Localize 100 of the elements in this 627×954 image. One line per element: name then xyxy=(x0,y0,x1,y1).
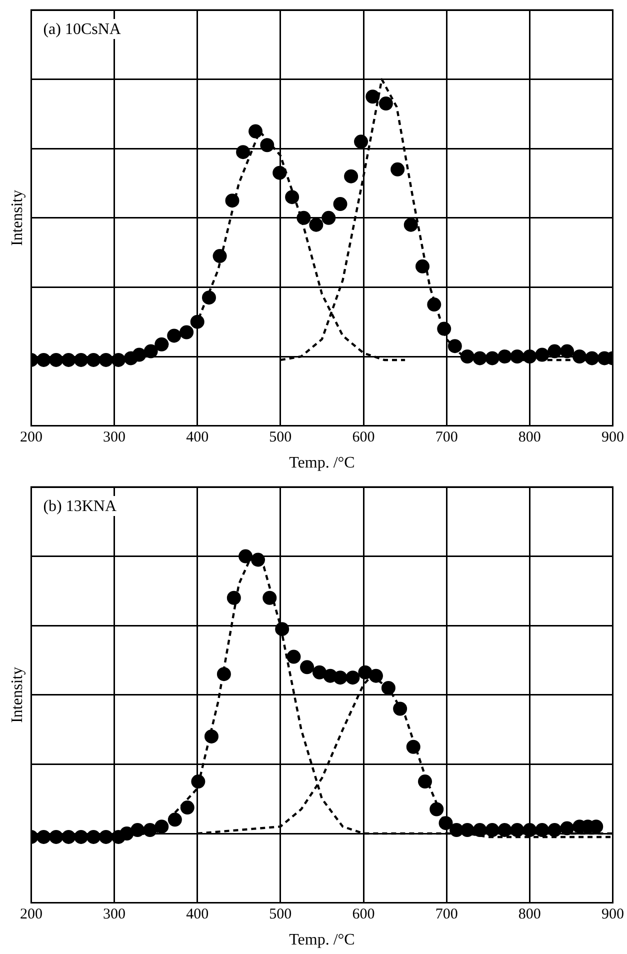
point xyxy=(300,660,314,674)
point xyxy=(143,823,158,838)
point xyxy=(191,774,206,789)
point xyxy=(312,665,326,680)
point xyxy=(202,290,216,305)
point xyxy=(333,197,348,212)
point xyxy=(390,162,405,176)
point xyxy=(430,802,444,816)
point xyxy=(285,190,300,204)
point xyxy=(358,665,372,680)
x-tick-label: 800 xyxy=(518,906,541,923)
point xyxy=(438,816,453,830)
x-tick-label: 700 xyxy=(435,906,458,923)
point xyxy=(86,352,101,367)
point xyxy=(275,622,290,636)
point xyxy=(204,729,218,744)
point xyxy=(144,344,158,358)
point xyxy=(309,218,324,232)
point xyxy=(154,820,169,834)
point xyxy=(366,90,380,104)
x-axis-title: Temp. /°C xyxy=(289,454,355,472)
point xyxy=(378,96,393,111)
point xyxy=(130,823,145,838)
point xyxy=(472,823,487,838)
point xyxy=(560,344,574,358)
point xyxy=(393,702,408,716)
x-tick-label: 600 xyxy=(352,430,375,446)
point xyxy=(333,670,348,685)
point xyxy=(260,138,274,152)
point xyxy=(238,549,253,564)
point xyxy=(225,194,240,208)
point xyxy=(262,590,277,605)
point xyxy=(368,668,383,683)
point xyxy=(98,352,113,367)
point xyxy=(62,830,76,844)
point xyxy=(572,350,587,364)
point xyxy=(190,314,204,329)
point xyxy=(272,166,287,180)
point xyxy=(510,350,524,364)
point xyxy=(354,134,368,149)
point xyxy=(418,774,432,789)
point xyxy=(522,350,537,364)
point xyxy=(437,322,452,336)
point xyxy=(322,210,336,225)
point xyxy=(448,339,462,354)
point xyxy=(460,350,474,364)
point xyxy=(404,218,418,232)
point xyxy=(212,249,227,264)
point xyxy=(498,823,512,838)
point xyxy=(111,352,126,367)
point xyxy=(74,352,88,367)
x-tick-label: 200 xyxy=(20,430,42,446)
point xyxy=(460,823,474,838)
x-tick-label: 500 xyxy=(269,906,292,923)
point xyxy=(216,667,231,682)
point xyxy=(427,298,442,312)
x-tick-label: 800 xyxy=(518,430,541,446)
point xyxy=(248,124,263,138)
point xyxy=(36,352,51,367)
y-axis-title: Intensity xyxy=(8,190,26,246)
x-tick-label: 900 xyxy=(602,430,624,446)
x-tick-label: 700 xyxy=(435,430,458,446)
point xyxy=(584,351,599,366)
point xyxy=(62,352,76,367)
x-axis-title: Temp. /°C xyxy=(289,932,355,949)
point xyxy=(346,670,360,685)
text: (b) 13KNA xyxy=(43,498,117,516)
point xyxy=(535,348,550,362)
point xyxy=(251,552,266,567)
point xyxy=(36,830,51,844)
point xyxy=(560,821,574,836)
point xyxy=(485,823,500,838)
x-tick-label: 400 xyxy=(186,906,209,923)
point xyxy=(74,830,88,844)
point xyxy=(548,823,562,838)
point xyxy=(168,812,182,827)
point xyxy=(226,590,241,605)
x-tick-label: 300 xyxy=(103,906,126,923)
point xyxy=(548,344,562,358)
point xyxy=(535,823,550,838)
point xyxy=(49,830,64,844)
x-tick-label: 500 xyxy=(269,430,292,446)
x-tick-label: 300 xyxy=(103,430,126,446)
point xyxy=(522,823,537,838)
x-tick-label: 400 xyxy=(186,430,209,446)
point xyxy=(381,680,396,695)
point xyxy=(344,169,358,184)
point xyxy=(472,351,487,366)
point xyxy=(296,210,311,225)
point xyxy=(286,650,301,664)
point xyxy=(49,352,64,367)
x-tick-label: 600 xyxy=(352,906,375,923)
point xyxy=(132,348,146,362)
point xyxy=(86,830,101,844)
point xyxy=(154,337,169,352)
point xyxy=(167,328,182,343)
point xyxy=(98,830,113,844)
point xyxy=(180,800,194,815)
point xyxy=(180,325,194,340)
x-tick-label: 200 xyxy=(20,906,42,923)
